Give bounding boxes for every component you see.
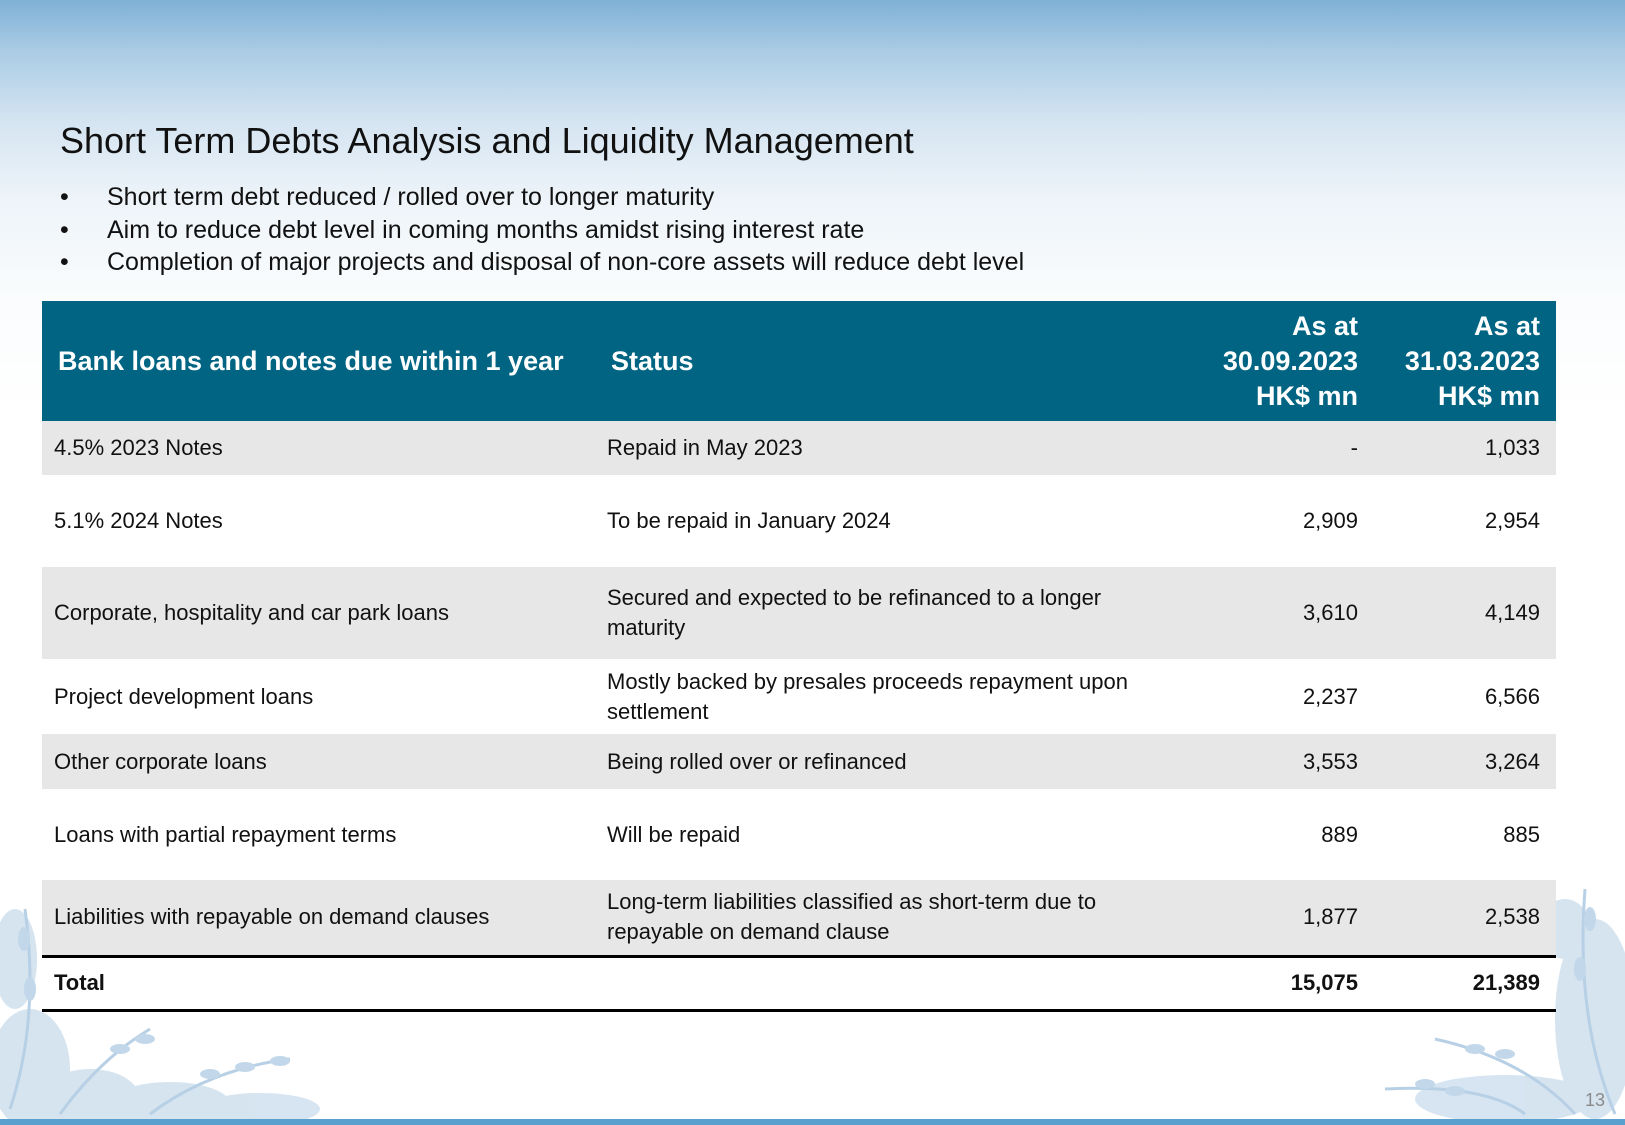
value-30-09-2023-cell: - [1188,421,1374,475]
header-as-at-30-09-2023: As at 30.09.2023 HK$ mn [1188,301,1374,421]
loan-name-cell: Liabilities with repayable on demand cla… [42,880,595,956]
table-row: Other corporate loans Being rolled over … [42,734,1556,789]
value-31-03-2023-cell: 6,566 [1484,683,1540,709]
bullet-item: • Aim to reduce debt level in coming mon… [60,214,1024,247]
status-cell: Being rolled over or refinanced [595,734,1188,789]
bullet-text: Aim to reduce debt level in coming month… [107,215,865,244]
slide-title: Short Term Debts Analysis and Liquidity … [60,120,914,161]
table-total-row: Total 15,075 21,389 [42,954,1556,1012]
total-30-09-2023-cell: 15,075 [1188,954,1374,1012]
status-cell: Long-term liabilities classified as shor… [595,880,1188,956]
loan-name-cell: Other corporate loans [42,734,595,789]
loan-name-cell: 5.1% 2024 Notes [54,508,223,533]
status-cell: Mostly backed by presales proceeds repay… [607,668,1128,724]
status-cell: To be repaid in January 2024 [607,508,891,533]
value-30-09-2023-cell: 3,553 [1188,734,1374,789]
table-row: Project development loans Mostly backed … [42,659,1556,734]
total-label-cell: Total [42,954,595,1012]
bullet-item: • Completion of major projects and dispo… [60,246,1024,279]
status-cell: Repaid in May 2023 [595,421,1188,475]
table-row: 4.5% 2023 Notes Repaid in May 2023 - 1,0… [42,421,1556,475]
header-as-at-31-03-2023: As at 31.03.2023 HK$ mn [1374,301,1556,421]
bullet-text: Completion of major projects and disposa… [107,248,1025,276]
value-30-09-2023-cell: 1,877 [1188,880,1374,956]
total-31-03-2023-cell: 21,389 [1374,954,1556,1012]
value-31-03-2023-cell: 1,033 [1374,421,1556,475]
bullet-list: • Short term debt reduced / rolled over … [60,181,1024,279]
table-row: Liabilities with repayable on demand cla… [42,880,1556,956]
status-cell: Secured and expected to be refinanced to… [595,567,1188,659]
bullet-symbol: • [60,183,69,211]
header-loan-name: Bank loans and notes due within 1 year [42,301,595,421]
value-30-09-2023-cell: 889 [1321,821,1358,847]
header-status: Status [595,301,1188,421]
bottom-accent-strip [0,1119,1625,1125]
table-row: 5.1% 2024 Notes To be repaid in January … [42,475,1556,567]
loan-name-cell: Corporate, hospitality and car park loan… [42,567,595,659]
table-header-row: Bank loans and notes due within 1 year S… [42,301,1556,421]
value-31-03-2023-cell: 3,264 [1374,734,1556,789]
value-30-09-2023-cell: 3,610 [1188,567,1374,659]
status-cell: Will be repaid [607,821,741,847]
value-30-09-2023-cell: 2,237 [1302,683,1358,709]
bullet-item: • Short term debt reduced / rolled over … [60,181,1024,214]
bullet-symbol: • [60,248,69,276]
value-31-03-2023-cell: 885 [1503,821,1540,847]
value-31-03-2023-cell: 2,954 [1484,508,1540,533]
bullet-text: Short term debt reduced / rolled over to… [107,183,715,211]
page-number: 13 [1584,1090,1605,1110]
value-30-09-2023-cell: 2,909 [1302,508,1358,533]
value-31-03-2023-cell: 4,149 [1374,567,1556,659]
total-status-cell [595,954,1188,1012]
loan-name-cell: Loans with partial repayment terms [54,821,397,847]
table-row: Loans with partial repayment terms Will … [42,789,1556,880]
loan-name-cell: 4.5% 2023 Notes [42,421,595,475]
short-term-debt-table: Bank loans and notes due within 1 year S… [42,301,1556,1012]
value-31-03-2023-cell: 2,538 [1374,880,1556,956]
bullet-symbol: • [60,215,69,244]
loan-name-cell: Project development loans [54,683,314,709]
table-row: Corporate, hospitality and car park loan… [42,567,1556,659]
